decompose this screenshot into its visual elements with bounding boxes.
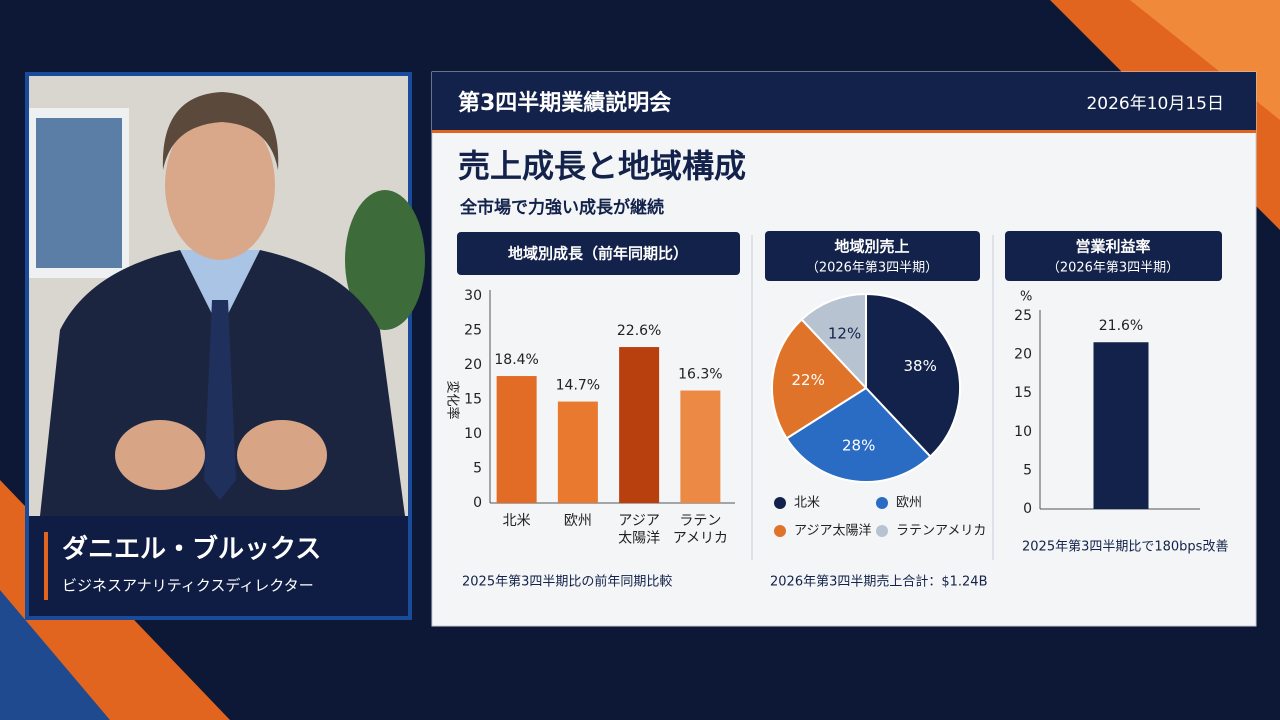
corner-decoration — [0, 590, 110, 720]
slide-header — [432, 72, 1256, 130]
pie-slice — [785, 386, 932, 483]
chart-title-box — [765, 231, 980, 281]
video-panel: ダニエル・ブルックス ビジネスアナリティクスディレクター — [25, 72, 425, 620]
chart-title-box — [1005, 231, 1222, 281]
legend-label: ラテンアメリカ — [896, 524, 986, 539]
chart-title: 地域別売上 — [834, 238, 909, 256]
data-label: 21.6% — [1099, 318, 1143, 334]
y-tick-label: 10 — [1014, 424, 1032, 440]
x-tick-label: ラテンアメリカ — [673, 513, 728, 547]
face — [165, 110, 275, 260]
wall-art — [36, 118, 122, 268]
y-tick-label: 25 — [1014, 308, 1032, 324]
pie-slice — [865, 292, 961, 458]
y-tick-label: 5 — [473, 461, 482, 477]
y-tick-label: 10 — [464, 426, 482, 442]
header-rule — [432, 130, 1256, 133]
bar — [619, 347, 660, 503]
plant — [345, 190, 425, 330]
y-tick-label: 15 — [464, 392, 482, 408]
data-label: 16.3% — [678, 367, 722, 383]
chart-subtitle: （2026年第3四半期） — [1047, 261, 1179, 276]
bar — [557, 401, 598, 503]
hair — [162, 92, 279, 170]
x-tick-label: 欧州 — [564, 513, 592, 529]
y-tick-label: 15 — [1014, 385, 1032, 401]
chart-title: 地域別成長（前年同期比） — [508, 245, 688, 263]
legend-label: 欧州 — [896, 496, 922, 511]
bar — [1093, 342, 1149, 509]
x-tick-label: 北米 — [503, 513, 531, 529]
x-tick-label: アジア太陽洋 — [618, 513, 660, 547]
legend-label: 北米 — [794, 496, 820, 511]
data-label: 38% — [904, 357, 937, 375]
chart-subtitle: （2026年第3四半期） — [806, 261, 938, 276]
pie-slice — [771, 318, 868, 440]
legend-swatch — [774, 525, 786, 537]
header-date: 2026年10月15日 — [1086, 94, 1224, 114]
data-label: 12% — [828, 324, 861, 342]
pie-slice — [800, 292, 867, 391]
y-axis-label: % — [1020, 290, 1032, 305]
y-tick-label: 0 — [1023, 501, 1032, 517]
shirt — [180, 250, 260, 330]
slide-title: 売上成長と地域構成 — [458, 147, 746, 185]
chart-title-box — [457, 232, 740, 275]
hand — [115, 420, 205, 490]
accent-bar — [44, 532, 48, 600]
chart-footnote: 2025年第3四半期比で180bps改善 — [1022, 539, 1228, 555]
legend-swatch — [876, 497, 888, 509]
y-axis-label: 変化率 — [445, 380, 461, 419]
data-label: 22% — [792, 371, 825, 389]
bar — [680, 390, 721, 503]
hand — [237, 420, 327, 490]
slide-subtitle: 全市場で力強い成長が継続 — [459, 197, 664, 218]
data-label: 14.7% — [556, 378, 600, 394]
speaker-role: ビジネスアナリティクスディレクター — [62, 577, 314, 595]
chart-footnote: 2026年第3四半期売上合計：$1.24B — [770, 574, 988, 590]
legend-swatch — [774, 497, 786, 509]
legend-swatch — [876, 525, 888, 537]
y-tick-label: 25 — [464, 323, 482, 339]
y-tick-label: 20 — [1014, 347, 1032, 363]
bar — [496, 376, 537, 503]
data-label: 18.4% — [494, 352, 538, 368]
data-label: 22.6% — [617, 323, 661, 339]
chart-footnote: 2025年第3四半期比の前年同期比較 — [462, 574, 672, 590]
y-tick-label: 0 — [473, 495, 482, 511]
y-tick-label: 5 — [1023, 462, 1032, 478]
tie — [204, 300, 236, 500]
chart-title: 営業利益率 — [1075, 238, 1150, 256]
y-tick-label: 20 — [464, 357, 482, 373]
speaker-name: ダニエル・ブルックス — [62, 534, 321, 565]
data-label: 28% — [842, 436, 875, 454]
legend-label: アジア太陽洋 — [794, 524, 871, 539]
y-tick-label: 30 — [464, 288, 482, 304]
name-bar — [29, 516, 408, 616]
header-title: 第3四半期業績説明会 — [458, 90, 671, 116]
